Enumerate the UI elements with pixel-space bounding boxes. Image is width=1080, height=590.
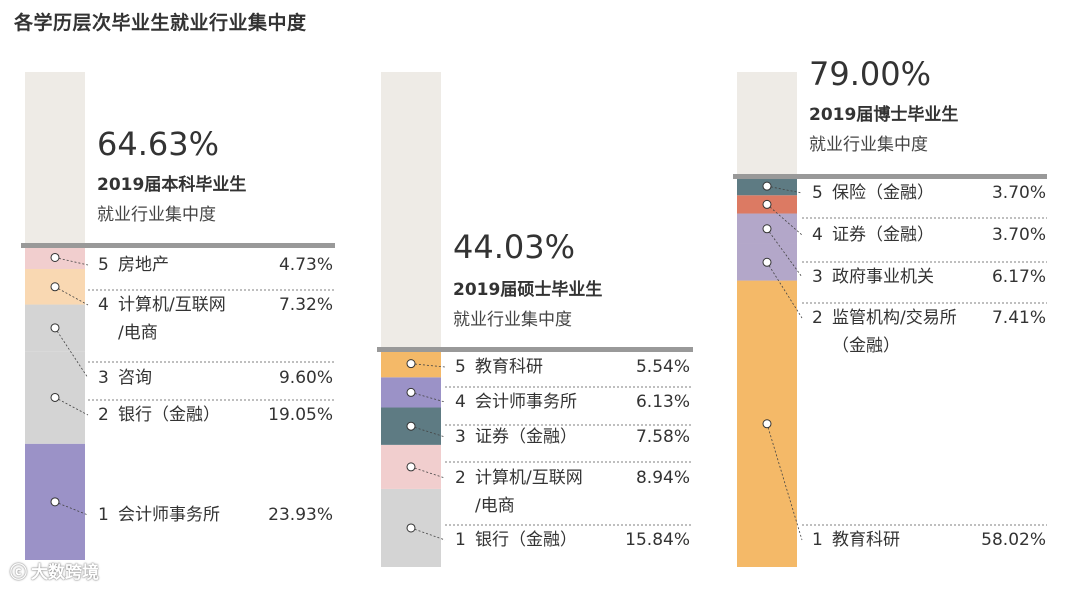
total-percentage: 64.63% [97,125,219,163]
segment-value: 7.32% [279,295,333,315]
total-percentage: 79.00% [809,55,931,93]
segment-value: 8.94% [636,468,690,488]
cohort-subtitle: 就业行业集中度 [453,310,572,330]
bar-background [381,72,441,350]
segment-label: 咨询 [118,368,152,388]
segment-marker-icon [50,392,60,402]
segment-label: 证券（金融） [832,225,934,245]
cohort-subtitle: 就业行业集中度 [97,205,216,225]
watermark: ⓒ 大数跨境 [10,558,99,583]
leader-line [766,262,803,319]
cohort-name: 2019届博士毕业生 [809,104,958,125]
total-separator-line [733,174,1047,179]
segment-marker-icon [762,257,772,267]
segment-marker-icon [50,497,60,507]
segment-value: 15.84% [625,530,690,550]
leader-line [410,425,446,438]
bar-background [25,72,85,246]
segment-value: 58.02% [981,530,1046,550]
cohort-name: 2019届本科毕业生 [97,174,246,195]
segment-marker-icon [406,387,416,397]
segment-rank: 5 [455,357,466,377]
total-separator-line [377,347,693,352]
segment-label: 计算机/互联网/电商 [118,295,226,343]
leader-line [766,423,803,541]
segment-marker-icon [762,419,772,429]
leader-line [410,466,446,479]
total-percentage: 44.03% [453,228,575,266]
segment-label: 教育科研 [475,357,543,377]
segment-rank: 3 [812,267,823,287]
segment-rank: 4 [98,295,109,315]
segment-rank: 2 [812,308,823,328]
segment-value: 23.93% [268,505,333,525]
segment-marker-icon [406,523,416,533]
leader-line [410,363,446,368]
segment-label: 银行（金融） [118,405,220,425]
segment-value: 7.41% [992,308,1046,328]
segment-marker-icon [406,462,416,472]
leader-line [766,228,803,278]
segment-value: 19.05% [268,405,333,425]
segment-marker-icon [762,224,772,234]
segment-label: 房地产 [118,255,169,275]
segment-value: 3.70% [992,183,1046,203]
segment-rank: 4 [455,392,466,412]
segment-label: 会计师事务所 [475,392,577,412]
leader-line [410,392,446,403]
segment-value: 6.13% [636,392,690,412]
segment-marker-icon [406,359,416,369]
segment-label: 保险（金融） [832,183,934,203]
segment-label: 计算机/互联网/电商 [475,468,583,516]
segment-rank: 2 [455,468,466,488]
segment-rank: 3 [455,427,466,447]
segment-rank: 4 [812,225,823,245]
segment-rank: 1 [98,505,109,525]
segment-rank: 1 [455,530,466,550]
segment-value: 9.60% [279,368,333,388]
leader-line [766,185,803,194]
segment-rank: 5 [98,255,109,275]
leader-line [54,501,89,516]
segment-marker-icon [762,181,772,191]
segment-label: 监管机构/交易所（金融） [832,308,957,356]
segment-marker-icon [50,282,60,292]
page-title: 各学历层次毕业生就业行业集中度 [14,12,307,34]
segment-rank: 1 [812,530,823,550]
watermark-logo-icon: ⓒ [10,563,27,583]
segment-label: 会计师事务所 [118,505,220,525]
watermark-text: 大数跨境 [31,563,99,583]
cohort-subtitle: 就业行业集中度 [809,135,928,155]
segment-marker-icon [762,199,772,209]
segment-value: 3.70% [992,225,1046,245]
segment-marker-icon [50,252,60,262]
segment-marker-icon [406,421,416,431]
segment-marker-icon [50,323,60,333]
segment-rank: 3 [98,368,109,388]
segment-label: 证券（金融） [475,427,577,447]
segment-label: 政府事业机关 [832,267,934,287]
leader-line [54,257,89,266]
segment-value: 7.58% [636,427,690,447]
segment-rank: 5 [812,183,823,203]
segment-value: 5.54% [636,357,690,377]
bar-background [737,72,797,177]
segment-value: 4.73% [279,255,333,275]
segment-label: 银行（金融） [475,530,577,550]
cohort-name: 2019届硕士毕业生 [453,279,602,300]
total-separator-line [21,243,335,248]
segment-rank: 2 [98,405,109,425]
segment-value: 6.17% [992,267,1046,287]
segment-label: 教育科研 [832,530,900,550]
